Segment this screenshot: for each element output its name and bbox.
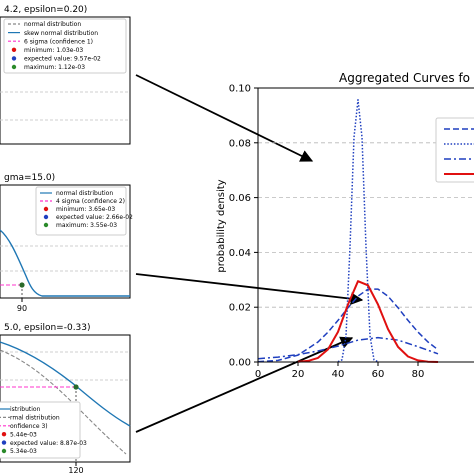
aggregated-series-4-line: [297, 280, 439, 363]
legend-entry-label: 4 sigma (confidence 2): [56, 198, 125, 205]
arrow-panel-1: [135, 74, 314, 162]
panel-2-legend: [35, 186, 127, 236]
aggregated-gridlines: [258, 142, 474, 308]
panel-1-legend: [3, 18, 127, 74]
legend-swatch-dot: [43, 214, 49, 220]
panel-2-normal-curve: [0, 229, 130, 297]
legend-swatch-dot: [1, 432, 7, 437]
legend-entry-label: minimum: 1.03e-03: [24, 47, 83, 54]
aggregated-series-2-line: [337, 99, 379, 363]
legend-swatch-dot: [11, 64, 17, 70]
legend-swatch-dot: [1, 440, 7, 445]
legend-entry-label: normal distribution: [24, 21, 81, 28]
panel-2-marker-dot: [19, 282, 25, 288]
aggregated-y-axis-label: probability density: [216, 179, 227, 272]
panel-1: 4.2, epsilon=0.20) normal distribution sk…: [0, 5, 131, 145]
panel-2-x-tick-label: 90: [17, 304, 27, 313]
arrow-panel-2: [135, 273, 364, 305]
panel-1-legend-entries: normal distribution skew normal distribut…: [8, 21, 101, 71]
aggregated-y-tick-label: 0.02: [229, 303, 251, 314]
legend-entry-label: 5.34e-03: [10, 448, 37, 455]
legend-entry-label: minimum: 3.65e-03: [56, 206, 115, 213]
panel-3: 5.0, epsilon=-0.33) 120 istribution rmal …: [0, 323, 131, 474]
legend-swatch-dot: [43, 222, 49, 228]
aggregated-x-tick-label: 40: [332, 369, 345, 380]
panel-3-legend: [0, 401, 81, 459]
aggregated-chart: Aggregated Curves fo probability density…: [216, 71, 474, 380]
legend-entry-label: normal distribution: [56, 190, 113, 197]
legend-entry-label: maximum: 1.12e-03: [24, 64, 85, 71]
legend-entry-label: 6 sigma (confidence 1): [24, 38, 93, 45]
legend-entry-label: maximum: 3.55e-03: [56, 222, 117, 229]
aggregated-x-tick-label: 60: [372, 369, 385, 380]
legend-swatch-dot: [43, 206, 49, 212]
panel-3-normal-curve: [0, 349, 127, 455]
panel-1-title: 4.2, epsilon=0.20): [4, 5, 87, 15]
aggregated-y-tick-label: 0.10: [229, 84, 251, 95]
aggregated-series-1-line: [257, 288, 439, 363]
legend-swatch-dot: [11, 47, 17, 52]
aggregated-y-tick-label: 0.08: [229, 138, 251, 149]
aggregated-y-ticks: 0.00 0.02 0.04 0.06 0.08 0.10: [229, 84, 258, 369]
aggregated-legend-entries: [444, 128, 474, 175]
legend-entry-label: 5.44e-03: [10, 431, 37, 438]
aggregated-x-ticks: 0 20 40 60 80: [255, 362, 425, 380]
aggregated-y-tick-label: 0.00: [229, 358, 251, 369]
legend-entry-label: onfidence 3): [10, 423, 48, 430]
aggregated-legend: [435, 117, 474, 183]
legend-entry-label: skew normal distribution: [24, 30, 98, 37]
panel-3-x-tick-label: 120: [68, 466, 83, 474]
aggregated-y-tick-label: 0.06: [229, 193, 251, 204]
panel-3-title: 5.0, epsilon=-0.33): [4, 323, 91, 333]
legend-swatch-dot: [11, 56, 17, 61]
panel-3-marker-dot: [73, 384, 79, 390]
legend-entry-label: istribution: [10, 406, 41, 413]
aggregated-title: Aggregated Curves fo: [339, 71, 470, 85]
aggregated-x-tick-label: 20: [292, 369, 305, 380]
panel-2-title: gma=15.0): [4, 173, 55, 183]
aggregated-x-tick-label: 0: [255, 369, 261, 380]
aggregated-x-tick-label: 80: [412, 369, 425, 380]
aggregated-series-3-line: [257, 336, 439, 360]
legend-entry-label: expected value: 8.87e-03: [10, 440, 87, 447]
arrow-panel-3: [135, 336, 354, 433]
legend-swatch-dot: [1, 448, 7, 454]
legend-entry-label: expected value: 9.57e-02: [24, 56, 101, 63]
aggregated-y-tick-label: 0.04: [229, 248, 251, 259]
legend-entry-label: expected value: 2.66e-02: [56, 214, 133, 221]
legend-entry-label: rmal distribution: [10, 415, 60, 422]
aggregated-series: [257, 99, 439, 363]
